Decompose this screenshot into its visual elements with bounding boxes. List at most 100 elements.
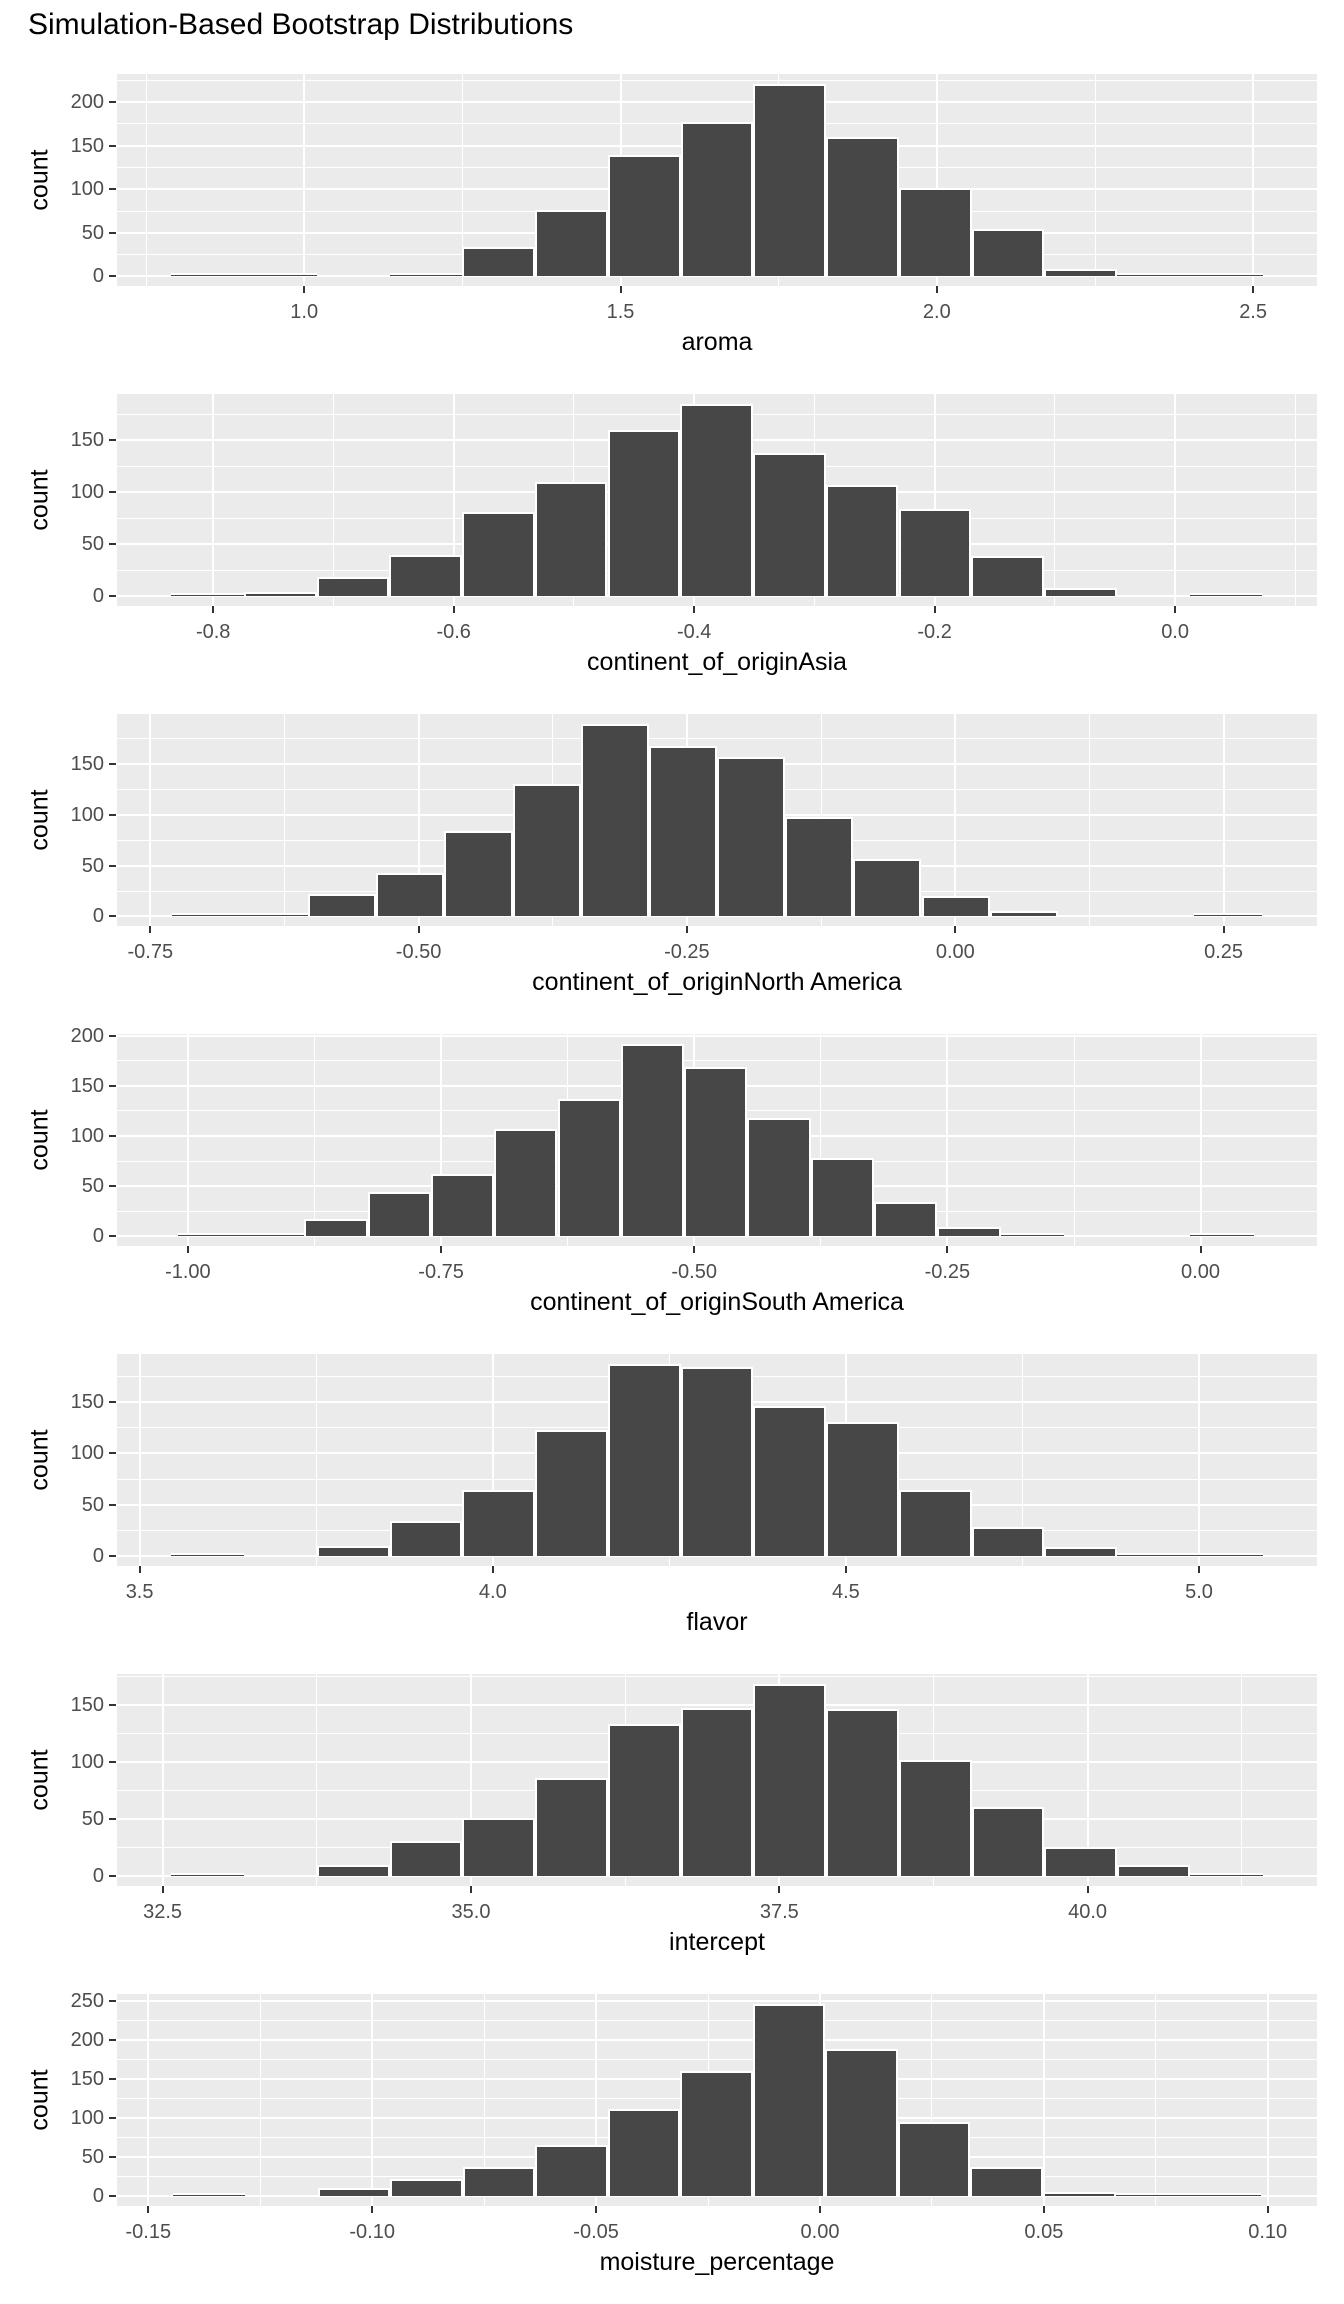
facet-continent_of_originNorth America: 0 50 100 150 -0.75 -0.50 -0.25 0.00 0.25 continen… (0, 700, 1344, 1020)
y-tick-label: 0 (92, 905, 104, 928)
x-tick-mark (935, 286, 938, 293)
major-gridline-y (117, 1235, 1317, 1238)
x-tick-mark (440, 1246, 443, 1253)
major-gridline-y (117, 1034, 1317, 1037)
histogram-bar (171, 593, 244, 597)
histogram-bar (243, 592, 317, 597)
histogram-bar (1190, 1872, 1263, 1877)
x-tick-label: 0.05 (1024, 2221, 1064, 2243)
histogram-bar (389, 554, 462, 597)
x-axis-title: continent_of_originAsia (587, 648, 847, 676)
major-gridline-x (452, 394, 455, 606)
histogram-bar (171, 1553, 245, 1557)
major-gridline-y (117, 1999, 1317, 2002)
x-tick-mark (452, 606, 455, 613)
y-tick-mark (109, 1400, 116, 1403)
y-tick-label: 100 (70, 803, 104, 826)
major-gridline-y (117, 915, 1317, 918)
y-tick-label: 50 (81, 221, 104, 244)
minor-gridline-x (283, 714, 285, 926)
y-tick-mark (109, 915, 116, 918)
histogram-bar (970, 2167, 1043, 2197)
y-tick-mark (109, 491, 116, 494)
facet-continent_of_originAsia: 0 50 100 150 -0.8 -0.6 -0.4 -0.2 0.0 continent_of… (0, 380, 1344, 700)
major-gridline-x (1222, 714, 1225, 926)
y-tick-label: 50 (81, 854, 104, 877)
major-gridline-x (1042, 1994, 1045, 2206)
histogram-bar (316, 1546, 390, 1557)
minor-gridline-y (117, 2058, 1317, 2060)
histogram-bar (304, 1219, 368, 1237)
x-tick-mark (186, 1246, 189, 1253)
x-tick-label: -1.00 (165, 1261, 211, 1283)
histogram-bar (389, 1841, 463, 1877)
plot-title: Simulation-Based Bootstrap Distributions (28, 8, 574, 41)
histogram-bar (874, 1202, 938, 1237)
y-tick-label: 100 (70, 2107, 104, 2129)
y-tick-mark (109, 2195, 116, 2198)
histogram-bar (607, 429, 681, 597)
x-tick-label: 0.00 (800, 2221, 840, 2243)
x-tick-mark (491, 1566, 494, 1573)
x-tick-mark (470, 1886, 472, 1893)
histogram-bar (462, 512, 535, 597)
histogram-bar (989, 911, 1058, 917)
histogram-bar (171, 273, 245, 277)
histogram-bar (898, 508, 972, 597)
y-tick-label: 200 (70, 1024, 104, 1047)
x-tick-label: 5.0 (1185, 1581, 1213, 1603)
minor-gridline-x (1022, 1354, 1023, 1566)
facet-panel-bg (117, 1674, 1317, 1886)
y-tick-mark (109, 813, 116, 816)
y-tick-mark (109, 763, 116, 766)
histogram-bar (1000, 1233, 1064, 1237)
histogram-bar (535, 2145, 608, 2197)
x-tick-mark (1174, 606, 1177, 613)
histogram-bar (535, 1429, 608, 1557)
y-tick-mark (109, 1034, 116, 1037)
histogram-bar (971, 1806, 1045, 1877)
y-tick-label: 50 (81, 1808, 104, 1831)
y-tick-mark (109, 1704, 116, 1707)
minor-gridline-x (332, 394, 334, 606)
x-tick-mark (1252, 286, 1255, 293)
histogram-bar (826, 1422, 899, 1557)
x-tick-mark (693, 606, 696, 613)
x-tick-mark (371, 2206, 374, 2213)
y-tick-mark (109, 439, 116, 442)
histogram-bar (1117, 1865, 1190, 1877)
histogram-bar (1194, 913, 1263, 917)
histogram-bar (753, 452, 826, 597)
histogram-bar (684, 1066, 748, 1237)
x-tick-label: 0.25 (1204, 941, 1244, 963)
x-tick-label: -0.25 (664, 941, 710, 963)
minor-gridline-x (820, 1034, 822, 1246)
minor-gridline-x (461, 74, 463, 286)
major-gridline-x (147, 1994, 150, 2206)
y-tick-label: 200 (70, 90, 104, 113)
minor-gridline-x (259, 1994, 261, 2206)
major-gridline-x (161, 1674, 164, 1886)
histogram-bar (680, 403, 753, 597)
y-tick-mark (109, 1818, 116, 1821)
y-tick-mark (109, 1761, 116, 1764)
facet-continent_of_originSouth America: 0 50 100 150 200 -1.00 -0.75 -0.50 -0.25 0.00 cont… (0, 1020, 1344, 1340)
histogram-bar (1189, 593, 1263, 597)
x-tick-label: -0.05 (573, 2221, 619, 2243)
x-tick-mark (954, 926, 957, 933)
histogram-bar (1189, 273, 1263, 277)
histogram-bar (898, 188, 972, 277)
histogram-bar (826, 1708, 899, 1877)
x-tick-label: -0.10 (349, 2221, 395, 2243)
x-tick-label: -0.6 (436, 621, 471, 643)
histogram-bar (607, 1723, 681, 1877)
y-axis-title: count (25, 1749, 54, 1811)
histogram-bar (898, 1490, 972, 1557)
x-tick-label: 4.0 (478, 1581, 507, 1603)
histogram-bar (620, 1043, 685, 1237)
x-tick-mark (1199, 1246, 1202, 1253)
histogram-bar (898, 1760, 972, 1877)
histogram-bar (171, 913, 240, 917)
x-tick-label: 1.0 (290, 301, 319, 323)
minor-gridline-y (117, 79, 1317, 81)
